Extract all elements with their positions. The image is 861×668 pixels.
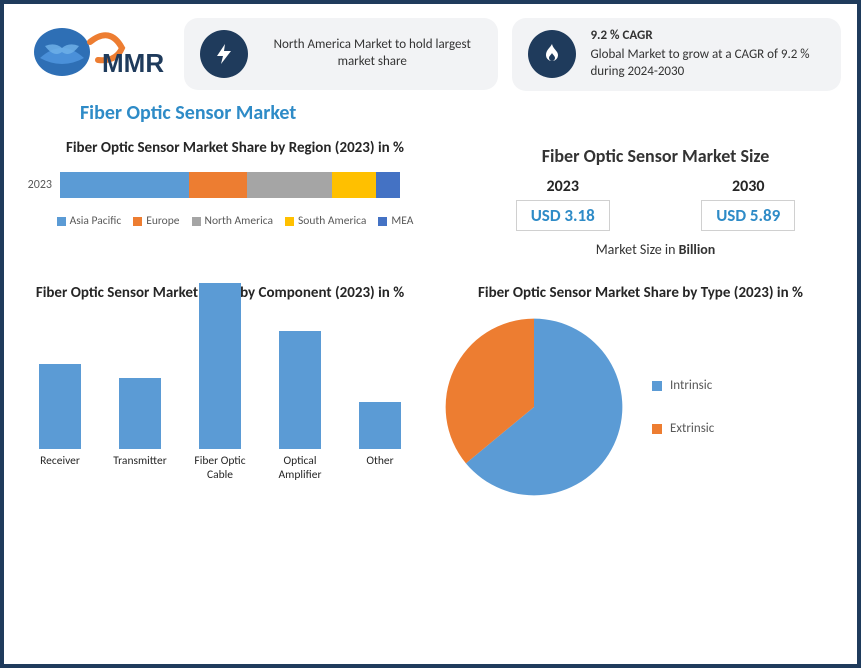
component-bar-col: Other [348,402,412,483]
mmr-logo: MMR [20,18,170,90]
main-title: Fiber Optic Sensor Market [80,101,841,125]
region-legend-label: South America [298,214,366,228]
legend-swatch-icon [652,381,662,391]
info-card-right: 9.2 % CAGR Global Market to grow at a CA… [512,18,841,91]
type-pie-legend: Intrinsic Extrinsic [652,378,714,436]
region-legend-label: North America [205,214,273,228]
market-size-years: 2023 2030 [470,177,841,196]
region-legend-item: Europe [133,214,179,228]
pie-wrap: Intrinsic Extrinsic [440,313,841,501]
component-bar-label: Fiber Optic Cable [188,455,252,483]
component-bar [199,283,241,449]
market-size-year-2023: 2023 [547,177,579,196]
component-bar [39,364,81,449]
legend-swatch-icon [133,217,142,226]
component-bar-col: Receiver [28,364,92,483]
legend-swatch-icon [57,217,66,226]
region-legend-item: South America [285,214,366,228]
infographic-page: MMR North America Market to hold largest… [0,0,861,668]
mid-row: Fiber Optic Sensor Market Share by Regio… [20,139,841,264]
info-card-left: North America Market to hold largest mar… [184,18,498,90]
component-bar-col: Transmitter [108,378,172,483]
region-bar-track [60,172,400,198]
legend-swatch-icon [378,217,387,226]
svg-text:MMR: MMR [102,48,164,78]
region-chart-panel: Fiber Optic Sensor Market Share by Regio… [20,139,450,264]
component-bar [359,402,401,449]
region-legend-item: MEA [378,214,413,228]
top-row: MMR North America Market to hold largest… [20,18,841,91]
legend-swatch-icon [652,424,662,434]
pie-legend-item: Intrinsic [652,378,714,393]
bottom-row: Fiber Optic Sensor Market Share by Compo… [20,284,841,502]
market-size-year-2030: 2030 [732,177,764,196]
region-segment-south-america [332,172,376,198]
component-bar-label: Other [366,455,393,483]
region-chart-title: Fiber Optic Sensor Market Share by Regio… [20,139,450,159]
region-segment-north-america [247,172,332,198]
region-legend-item: North America [192,214,273,228]
cagr-headline: 9.2 % CAGR [590,28,825,45]
pie-legend-label: Extrinsic [670,421,714,436]
market-size-value-2030: USD 5.89 [701,200,795,231]
component-bar-label: Transmitter [113,455,166,483]
region-legend-label: MEA [391,214,413,228]
component-bar-col: Optical Amplifier [268,331,332,483]
market-size-note: Market Size in Billion [470,241,841,258]
market-size-title: Fiber Optic Sensor Market Size [470,145,841,167]
info-card-left-text: North America Market to hold largest mar… [262,37,482,71]
market-size-value-2023: USD 3.18 [516,200,610,231]
component-bar [119,378,161,449]
region-legend: Asia Pacific Europe North America South Ame… [20,214,450,228]
component-chart-panel: Fiber Optic Sensor Market Share by Compo… [20,284,420,502]
market-size-note-text: Market Size in [596,241,679,258]
component-bar-col: Fiber Optic Cable [188,283,252,483]
market-size-card: Fiber Optic Sensor Market Size 2023 2030… [470,139,841,264]
market-size-note-emph: Billion [679,241,716,258]
component-bar [279,331,321,449]
region-segment-mea [376,172,400,198]
region-y-axis-label: 2023 [20,178,52,192]
pie-legend-item: Extrinsic [652,421,714,436]
market-size-values: USD 3.18 USD 5.89 [470,198,841,233]
flame-icon [528,30,576,78]
region-legend-label: Europe [146,214,179,228]
pie-legend-label: Intrinsic [670,378,712,393]
region-stacked-bar: 2023 [20,172,450,198]
info-card-right-text: 9.2 % CAGR Global Market to grow at a CA… [590,28,825,81]
region-legend-item: Asia Pacific [57,214,122,228]
type-chart-title: Fiber Optic Sensor Market Share by Type … [440,284,841,304]
component-bar-label: Optical Amplifier [268,455,332,483]
bolt-icon [200,30,248,78]
legend-swatch-icon [192,217,201,226]
cagr-detail: Global Market to grow at a CAGR of 9.2 %… [590,47,825,81]
region-segment-asia-pacific [60,172,189,198]
region-legend-label: Asia Pacific [70,214,122,228]
region-segment-europe [189,172,247,198]
component-bar-chart: Receiver Transmitter Fiber Optic Cable Opti… [20,303,420,483]
component-bar-label: Receiver [40,455,80,483]
legend-swatch-icon [285,217,294,226]
globe-logo-icon: MMR [20,18,170,90]
type-chart-panel: Fiber Optic Sensor Market Share by Type … [440,284,841,502]
type-pie-chart [440,313,628,501]
